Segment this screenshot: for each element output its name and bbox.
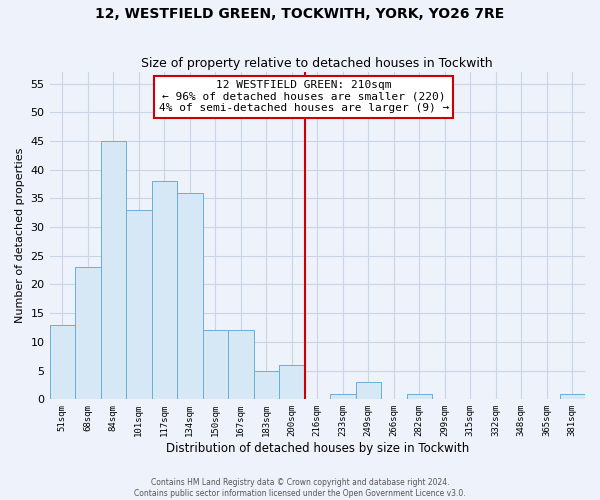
Text: 12 WESTFIELD GREEN: 210sqm
← 96% of detached houses are smaller (220)
4% of semi: 12 WESTFIELD GREEN: 210sqm ← 96% of deta…: [159, 80, 449, 114]
Bar: [75, 268, 101, 400]
Bar: [177, 192, 203, 400]
X-axis label: Distribution of detached houses by size in Tockwith: Distribution of detached houses by size …: [166, 442, 469, 455]
Bar: [407, 394, 432, 400]
Text: 12, WESTFIELD GREEN, TOCKWITH, YORK, YO26 7RE: 12, WESTFIELD GREEN, TOCKWITH, YORK, YO2…: [95, 8, 505, 22]
Bar: [330, 394, 356, 400]
Bar: [101, 141, 126, 400]
Y-axis label: Number of detached properties: Number of detached properties: [15, 148, 25, 324]
Bar: [126, 210, 152, 400]
Title: Size of property relative to detached houses in Tockwith: Size of property relative to detached ho…: [142, 56, 493, 70]
Bar: [228, 330, 254, 400]
Bar: [356, 382, 381, 400]
Bar: [254, 370, 279, 400]
Bar: [560, 394, 585, 400]
Bar: [50, 324, 75, 400]
Bar: [152, 181, 177, 400]
Text: Contains HM Land Registry data © Crown copyright and database right 2024.
Contai: Contains HM Land Registry data © Crown c…: [134, 478, 466, 498]
Bar: [279, 365, 305, 400]
Bar: [203, 330, 228, 400]
